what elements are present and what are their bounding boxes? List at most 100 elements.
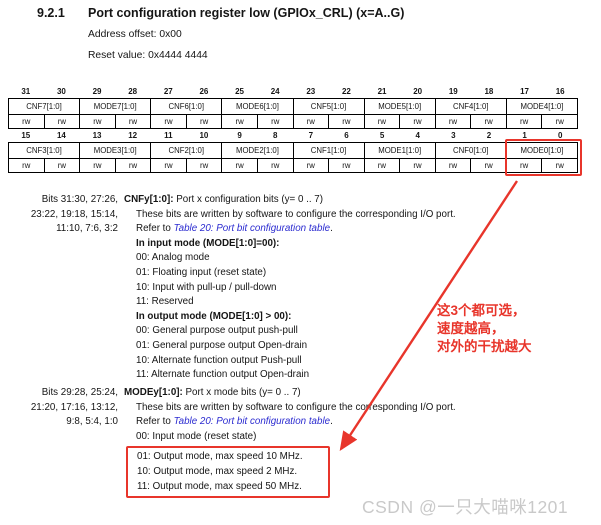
text-part: These bits are written by software to co… bbox=[136, 401, 456, 413]
bits-range-label: Bits 31:30, 27:26, 23:22, 19:18, 15:14, 11… bbox=[8, 193, 118, 383]
bit-numbers-row: 31 30 29 28 27 26 25 24 23 22 21 20 19 18 17 16 bbox=[8, 86, 578, 98]
field-cell: MODE3[1:0] bbox=[80, 142, 152, 159]
page-title: Port configuration register low (GPIOx_C… bbox=[88, 6, 405, 20]
text-part: MODEy[1:0]: bbox=[124, 387, 183, 398]
description-content: CNFy[1:0]: Port x configuration bits (y=… bbox=[124, 193, 456, 383]
description-line: 00: Analog mode bbox=[124, 251, 456, 266]
field-cell: CNF5[1:0] bbox=[293, 98, 365, 115]
description-line: 10: Output mode, max speed 2 MHz. bbox=[137, 465, 328, 480]
bits-label-line: Bits 31:30, 27:26, bbox=[41, 194, 118, 205]
field-cell: CNF1[1:0] bbox=[293, 142, 365, 159]
access-cell: rw bbox=[293, 115, 330, 129]
bit-number: 10 bbox=[199, 131, 209, 140]
bits-label-line: 23:22, 19:18, 15:14, bbox=[30, 208, 118, 220]
bit-number: 4 bbox=[415, 131, 420, 140]
access-cell: rw bbox=[80, 115, 116, 129]
field-cell: MODE2[1:0] bbox=[222, 142, 294, 159]
access-cell: rw bbox=[435, 115, 472, 129]
description-line: 01: Floating input (reset state) bbox=[124, 266, 456, 281]
field-cell: CNF2[1:0] bbox=[151, 142, 223, 159]
description-line: 01: Output mode, max speed 10 MHz. bbox=[137, 450, 328, 465]
access-row: rw rw rw rw rw rw rw rw rw rw rw rw rw rw rw rw bbox=[8, 159, 578, 173]
bit-number: 26 bbox=[199, 87, 209, 96]
text-part: Port x configuration bits (y= 0 .. 7) bbox=[173, 194, 324, 205]
access-cell: rw bbox=[151, 159, 187, 173]
bit-number: 30 bbox=[56, 87, 66, 96]
description-line: 01: General purpose output Open-drain bbox=[124, 339, 456, 354]
annotation-line: 速度越高， bbox=[437, 321, 505, 336]
field-cell: MODE7[1:0] bbox=[80, 98, 152, 115]
table-20-link[interactable]: Table 20: Port bit configuration table bbox=[173, 223, 331, 235]
description-line: 10: Input with pull-up / pull-down bbox=[124, 281, 456, 296]
description-line: 11: Alternate function output Open-drain bbox=[124, 368, 456, 383]
access-cell: rw bbox=[80, 159, 116, 173]
access-row: rw rw rw rw rw rw rw rw rw rw rw rw rw rw rw rw bbox=[8, 115, 578, 129]
field-cell: MODE6[1:0] bbox=[222, 98, 294, 115]
access-cell: rw bbox=[222, 115, 258, 129]
description-line: In output mode (MODE[1:0] > 00): bbox=[124, 310, 456, 325]
access-cell: rw bbox=[44, 159, 81, 173]
text-part: 11: Reserved bbox=[136, 296, 194, 308]
address-offset-line: Address offset: 0x00 bbox=[88, 29, 182, 40]
table-20-link[interactable]: Table 20: Port bit configuration table bbox=[173, 416, 331, 428]
bit-number: 5 bbox=[379, 131, 385, 140]
bits-label-line: 11:10, 7:6, 3:2 bbox=[56, 223, 118, 235]
register-description-section: Bits 31:30, 27:26, 23:22, 19:18, 15:14, 11… bbox=[8, 193, 456, 383]
access-cell: rw bbox=[329, 115, 365, 129]
bit-number: 12 bbox=[128, 131, 138, 140]
field-name-row: CNF3[1:0] MODE3[1:0] CNF2[1:0] MODE2[1:0] CN… bbox=[8, 142, 578, 159]
description-line: CNFy[1:0]: Port x configuration bits (y=… bbox=[124, 193, 456, 208]
bit-number: 1 bbox=[522, 131, 527, 140]
description-line: Refer to Table 20: Port bit configuratio… bbox=[124, 415, 456, 430]
annotation-line: 对外的干扰越大 bbox=[437, 339, 532, 354]
text-part: CNFy[1:0]: bbox=[124, 194, 174, 205]
bit-number: 25 bbox=[235, 87, 245, 96]
register-row-group: 15 14 13 12 11 10 9 8 7 6 5 4 3 2 1 0 CNF3[1:0] MODE3[1:0… bbox=[8, 130, 582, 176]
access-cell: rw bbox=[293, 159, 330, 173]
access-cell: rw bbox=[400, 159, 436, 173]
text-part: 01: Output mode, max speed 10 MHz. bbox=[137, 451, 303, 463]
access-cell: rw bbox=[186, 159, 223, 173]
description-content: MODEy[1:0]: Port x mode bits (y= 0 .. 7)… bbox=[124, 386, 456, 499]
description-line: 11: Reserved bbox=[124, 295, 456, 310]
bit-number: 0 bbox=[557, 131, 563, 140]
field-cell: CNF3[1:0] bbox=[8, 142, 81, 159]
field-cell: MODE1[1:0] bbox=[364, 142, 436, 159]
access-cell: rw bbox=[542, 159, 578, 173]
text-part: 01: General purpose output Open-drain bbox=[136, 339, 308, 351]
bit-number: 28 bbox=[128, 87, 138, 96]
bit-number: 9 bbox=[237, 131, 242, 140]
field-cell: MODE5[1:0] bbox=[364, 98, 436, 115]
access-cell: rw bbox=[506, 159, 543, 173]
field-cell: MODE0[1:0] bbox=[506, 142, 578, 159]
bit-number: 23 bbox=[306, 87, 316, 96]
description-line: 10: Alternate function output Push-pull bbox=[124, 354, 456, 369]
description-line: MODEy[1:0]: Port x mode bits (y= 0 .. 7) bbox=[124, 386, 456, 401]
access-cell: rw bbox=[151, 115, 187, 129]
bit-number: 2 bbox=[486, 131, 492, 140]
bits-label-line: 9:8, 5:4, 1:0 bbox=[66, 416, 118, 428]
bit-number: 19 bbox=[448, 87, 458, 96]
register-row-group: 31 30 29 28 27 26 25 24 23 22 21 20 19 18 17 16 CNF7[1:0… bbox=[8, 86, 578, 129]
bit-number: 22 bbox=[341, 87, 351, 96]
description-line: These bits are written by software to co… bbox=[124, 208, 456, 223]
bit-number: 24 bbox=[270, 87, 280, 96]
bits-label-line: Bits 29:28, 25:24, bbox=[41, 387, 118, 398]
access-cell: rw bbox=[400, 115, 436, 129]
field-cell: MODE4[1:0] bbox=[506, 98, 578, 115]
text-part: 00: General purpose output push-pull bbox=[136, 325, 298, 337]
description-line: Refer to Table 20: Port bit configuratio… bbox=[124, 222, 456, 237]
access-cell: rw bbox=[257, 159, 294, 173]
bit-number: 27 bbox=[163, 87, 173, 96]
access-cell: rw bbox=[435, 159, 472, 173]
text-part: Refer to bbox=[136, 223, 174, 235]
bit-number: 7 bbox=[308, 131, 314, 140]
text-part: In input mode (MODE[1:0]=00): bbox=[136, 237, 280, 249]
bit-number: 20 bbox=[413, 87, 423, 96]
access-cell: rw bbox=[471, 159, 507, 173]
register-bit-tables: 31 30 29 28 27 26 25 24 23 22 21 20 19 18 17 16 CNF7[1:0… bbox=[8, 86, 582, 176]
bit-number: 11 bbox=[164, 131, 173, 140]
access-cell: rw bbox=[44, 115, 81, 129]
text-part: 10: Input with pull-up / pull-down bbox=[136, 281, 277, 293]
